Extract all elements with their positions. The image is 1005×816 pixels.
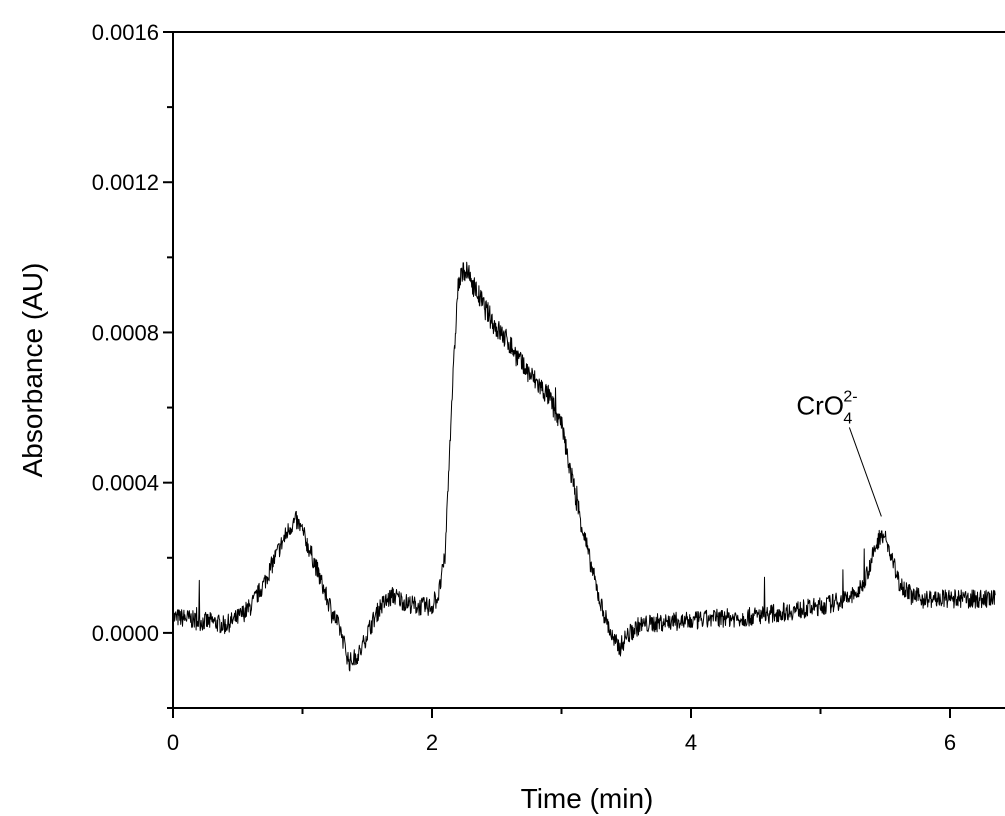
x-axis-title: Time (min) [521,783,654,814]
axes [172,31,1005,709]
annotation-layer: CrO 2- 4 [796,388,882,517]
annotation-superscript: 2- [843,388,857,405]
y-tick-label: 0.0000 [92,621,159,646]
y-tick-label: 0.0008 [92,320,159,345]
x-tick-label: 4 [685,730,697,755]
y-axis-title: Absorbance (AU) [17,263,48,478]
series-line [172,261,996,672]
y-tick-label: 0.0004 [92,471,159,496]
annotation-label: CrO 2- 4 [796,388,857,427]
x-tick-label: 0 [167,730,179,755]
y-tick-label: 0.0016 [92,20,159,45]
plot-area [172,261,996,672]
annotation-leader-line [848,427,882,517]
x-tick-label: 2 [426,730,438,755]
y-tick-label: 0.0012 [92,170,159,195]
annotation-subscript: 4 [843,410,852,427]
ticks: 0.0000 0.0004 0.0008 0.0012 0.0016 0 2 4 6 [92,20,956,755]
annotation-base-text: CrO [796,390,844,420]
x-tick-label: 6 [944,730,956,755]
